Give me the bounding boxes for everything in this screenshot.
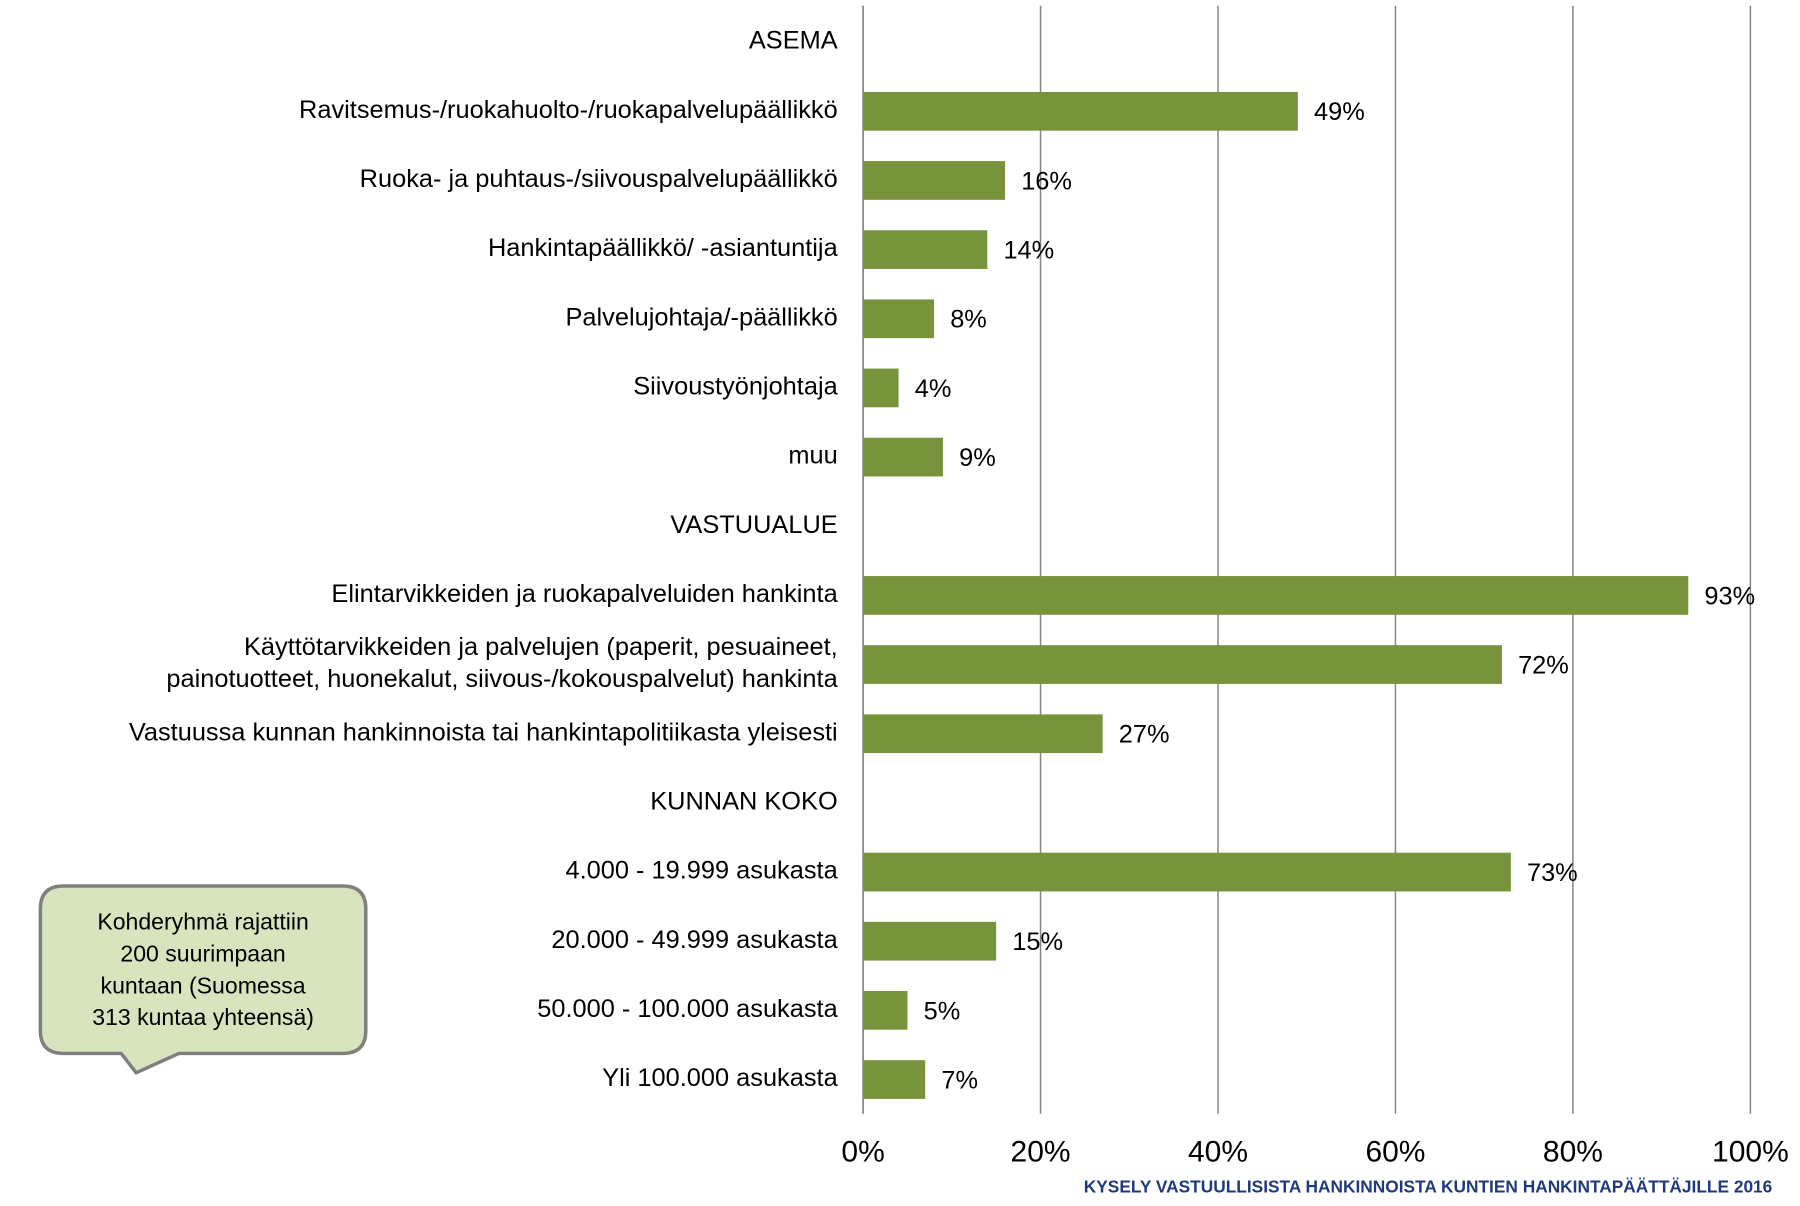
x-tick-label: 60%	[1365, 1136, 1425, 1169]
data-label: 4%	[915, 375, 952, 403]
y-tick-label: 50.000 - 100.000 asukasta	[537, 995, 838, 1023]
y-tick-label: Elintarvikkeiden ja ruokapalveluiden han…	[331, 580, 838, 608]
bar	[863, 991, 908, 1030]
data-label: 9%	[959, 444, 996, 472]
y-tick-label: Yli 100.000 asukasta	[602, 1064, 839, 1092]
data-label: 16%	[1021, 167, 1072, 195]
y-tick-label: KUNNAN KOKO	[650, 788, 837, 816]
bar	[863, 161, 1006, 200]
x-tick-label: 40%	[1188, 1136, 1248, 1169]
bar	[863, 921, 997, 961]
bar	[863, 230, 988, 269]
bar	[863, 714, 1103, 754]
data-label: 7%	[941, 1067, 978, 1095]
x-tick-label: 0%	[841, 1136, 884, 1169]
data-label: 27%	[1119, 721, 1170, 749]
callout-box	[38, 884, 368, 1075]
data-label: 8%	[950, 306, 987, 334]
bar	[863, 437, 943, 477]
data-label: 73%	[1527, 859, 1578, 887]
bar	[863, 852, 1511, 892]
y-tick-label: Hankintapäällikkö/ -asiantuntija	[488, 234, 839, 262]
data-label: 49%	[1314, 98, 1365, 126]
bar	[863, 645, 1502, 684]
data-label: 93%	[1704, 582, 1755, 610]
callout-text: 313 kuntaa yhteensä)	[92, 1004, 314, 1030]
y-tick-label: ASEMA	[749, 27, 838, 55]
bar	[863, 576, 1689, 615]
y-tick-label: Ravitsemus-/ruokahuolto-/ruokapalvelupää…	[299, 96, 838, 124]
y-tick-label: Palvelujohtaja/-päällikkö	[566, 304, 838, 332]
y-tick-label: painotuotteet, huonekalut, siivous-/koko…	[166, 665, 838, 693]
y-tick-label: muu	[788, 442, 837, 470]
y-tick-label: Käyttötarvikkeiden ja palvelujen (paperi…	[244, 633, 838, 661]
x-tick-label: 80%	[1543, 1136, 1603, 1169]
data-label: 15%	[1012, 928, 1063, 956]
y-tick-label: VASTUUALUE	[670, 511, 837, 539]
bar	[863, 368, 899, 408]
x-tick-label: 20%	[1011, 1136, 1071, 1169]
callout-text: Kohderyhmä rajattiin	[97, 909, 308, 935]
bar	[863, 1060, 926, 1099]
y-tick-label: 20.000 - 49.999 asukasta	[551, 926, 838, 954]
y-tick-label: Vastuussa kunnan hankinnoista tai hankin…	[129, 718, 838, 746]
footer: KYSELY VASTUULLISISTA HANKINNOISTA KUNTI…	[1084, 1176, 1773, 1196]
y-tick-label: Siivoustyönjohtaja	[633, 373, 838, 401]
bar	[863, 91, 1298, 131]
data-label: 5%	[924, 997, 961, 1025]
bar	[863, 299, 935, 339]
x-tick-label: 100%	[1712, 1136, 1789, 1169]
y-tick-label: Ruoka- ja puhtaus-/siivouspalvelupäällik…	[360, 165, 838, 193]
callout-text: 200 suurimpaan	[120, 941, 285, 967]
data-label: 14%	[1003, 237, 1054, 265]
y-tick-label: 4.000 - 19.999 asukasta	[565, 857, 838, 885]
data-label: 72%	[1518, 652, 1569, 680]
callout-text: kuntaan (Suomessa	[101, 972, 306, 998]
